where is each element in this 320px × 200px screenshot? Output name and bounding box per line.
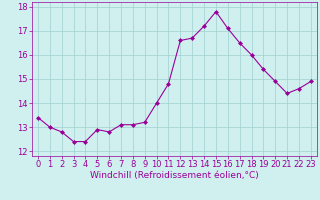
X-axis label: Windchill (Refroidissement éolien,°C): Windchill (Refroidissement éolien,°C)	[90, 171, 259, 180]
